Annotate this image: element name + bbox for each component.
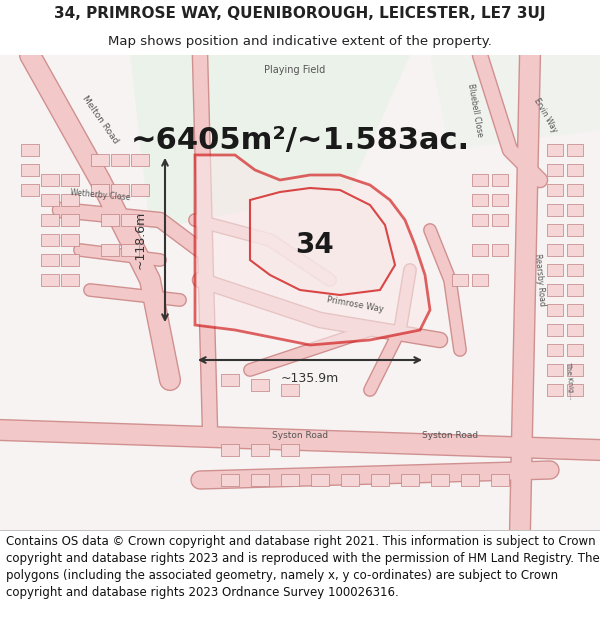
Polygon shape [61, 214, 79, 226]
Polygon shape [41, 194, 59, 206]
Text: Bluebell Close: Bluebell Close [466, 82, 484, 138]
Polygon shape [461, 474, 479, 486]
Text: Contains OS data © Crown copyright and database right 2021. This information is : Contains OS data © Crown copyright and d… [6, 535, 600, 599]
Polygon shape [472, 174, 488, 186]
Polygon shape [547, 144, 563, 156]
Polygon shape [130, 55, 410, 230]
Polygon shape [547, 384, 563, 396]
Text: The Knig...: The Knig... [565, 361, 575, 399]
Polygon shape [567, 384, 583, 396]
Text: 34, PRIMROSE WAY, QUENIBOROUGH, LEICESTER, LE7 3UJ: 34, PRIMROSE WAY, QUENIBOROUGH, LEICESTE… [54, 6, 546, 21]
Polygon shape [221, 374, 239, 386]
Polygon shape [567, 164, 583, 176]
Polygon shape [61, 274, 79, 286]
Text: Wetherby Close: Wetherby Close [70, 188, 130, 202]
Polygon shape [567, 364, 583, 376]
Polygon shape [492, 194, 508, 206]
Polygon shape [547, 304, 563, 316]
Polygon shape [431, 474, 449, 486]
Polygon shape [547, 204, 563, 216]
Polygon shape [111, 184, 129, 196]
Text: Syston Road: Syston Road [272, 431, 328, 439]
Polygon shape [61, 254, 79, 266]
Polygon shape [472, 244, 488, 256]
Polygon shape [492, 244, 508, 256]
Polygon shape [41, 254, 59, 266]
Polygon shape [41, 274, 59, 286]
Polygon shape [251, 379, 269, 391]
Text: ~6405m²/~1.583ac.: ~6405m²/~1.583ac. [130, 126, 470, 154]
Polygon shape [452, 274, 468, 286]
Polygon shape [131, 154, 149, 166]
Polygon shape [281, 474, 299, 486]
Polygon shape [21, 184, 39, 196]
Polygon shape [371, 474, 389, 486]
Polygon shape [472, 194, 488, 206]
Polygon shape [91, 184, 109, 196]
Polygon shape [251, 444, 269, 456]
Text: ~135.9m: ~135.9m [281, 371, 339, 384]
Polygon shape [567, 344, 583, 356]
Polygon shape [567, 324, 583, 336]
Polygon shape [101, 214, 119, 226]
Polygon shape [131, 184, 149, 196]
Polygon shape [41, 214, 59, 226]
Polygon shape [567, 264, 583, 276]
Text: ~118.6m: ~118.6m [133, 211, 146, 269]
Text: Playing Field: Playing Field [265, 65, 326, 75]
Polygon shape [567, 224, 583, 236]
Polygon shape [547, 224, 563, 236]
Polygon shape [547, 284, 563, 296]
Polygon shape [61, 194, 79, 206]
Polygon shape [472, 214, 488, 226]
Polygon shape [311, 474, 329, 486]
Polygon shape [221, 444, 239, 456]
Polygon shape [547, 244, 563, 256]
Text: Ervin Way: Ervin Way [532, 96, 559, 134]
Polygon shape [567, 204, 583, 216]
Text: 34: 34 [296, 231, 334, 259]
Polygon shape [0, 55, 600, 530]
Polygon shape [567, 244, 583, 256]
Text: Map shows position and indicative extent of the property.: Map shows position and indicative extent… [108, 35, 492, 48]
Polygon shape [492, 214, 508, 226]
Polygon shape [401, 474, 419, 486]
Polygon shape [21, 144, 39, 156]
Polygon shape [547, 184, 563, 196]
Polygon shape [567, 144, 583, 156]
Polygon shape [21, 164, 39, 176]
Text: Rearsby Road: Rearsby Road [533, 253, 547, 307]
Polygon shape [195, 155, 430, 345]
Polygon shape [492, 174, 508, 186]
Polygon shape [121, 244, 139, 256]
Polygon shape [91, 154, 109, 166]
Polygon shape [250, 188, 395, 295]
Polygon shape [101, 244, 119, 256]
Polygon shape [567, 304, 583, 316]
Polygon shape [341, 474, 359, 486]
Polygon shape [251, 474, 269, 486]
Polygon shape [491, 474, 509, 486]
Polygon shape [281, 444, 299, 456]
Text: Syston Road: Syston Road [422, 431, 478, 439]
Polygon shape [111, 154, 129, 166]
Polygon shape [41, 174, 59, 186]
Polygon shape [472, 274, 488, 286]
Polygon shape [41, 234, 59, 246]
Polygon shape [61, 174, 79, 186]
Polygon shape [61, 234, 79, 246]
Polygon shape [547, 324, 563, 336]
Polygon shape [567, 184, 583, 196]
Polygon shape [547, 344, 563, 356]
Polygon shape [547, 364, 563, 376]
Text: Melton Road: Melton Road [80, 94, 120, 146]
Polygon shape [121, 214, 139, 226]
Polygon shape [221, 474, 239, 486]
Text: Primrose Way: Primrose Way [326, 296, 384, 314]
Polygon shape [430, 55, 600, 150]
Polygon shape [281, 384, 299, 396]
Polygon shape [547, 264, 563, 276]
Polygon shape [547, 164, 563, 176]
Polygon shape [567, 284, 583, 296]
